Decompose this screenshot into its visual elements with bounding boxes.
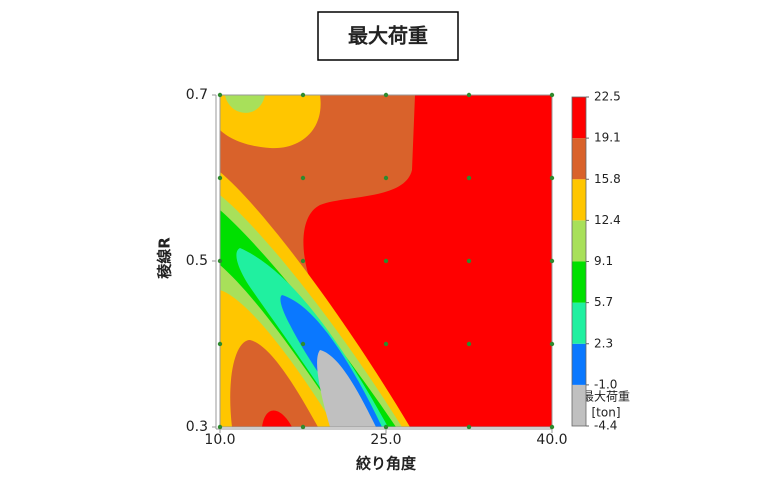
colorbar-band (572, 138, 586, 180)
design-point (300, 175, 306, 181)
design-point (217, 92, 223, 98)
contour-region (230, 340, 318, 427)
design-point (300, 258, 306, 264)
design-point (383, 92, 389, 98)
colorbar-band (572, 220, 586, 262)
design-point (466, 341, 472, 347)
contour-region (225, 95, 265, 113)
x-tick-label: 10.0 (204, 432, 235, 448)
design-point (466, 258, 472, 264)
colorbar-label: 5.7 (594, 295, 613, 309)
y-axis-label: 稜線R (156, 237, 174, 279)
colorbar-title: 最大荷重 (582, 390, 630, 404)
colorbar-band (572, 97, 586, 139)
design-point (466, 424, 472, 430)
x-tick-label: 25.0 (370, 432, 401, 448)
colorbar-label: 19.1 (594, 131, 621, 145)
design-point (217, 424, 223, 430)
design-point (383, 424, 389, 430)
design-point (549, 92, 555, 98)
colorbar-band (572, 179, 586, 221)
colorbar-unit: [ton] (591, 406, 620, 420)
colorbar-label: 2.3 (594, 336, 613, 350)
design-point (549, 341, 555, 347)
y-tick-label: 0.3 (186, 419, 208, 435)
colorbar-label: -4.4 (594, 419, 617, 433)
colorbar-label: 12.4 (594, 213, 621, 227)
x-axis-label: 絞り角度 (356, 455, 417, 473)
design-point (383, 175, 389, 181)
y-tick-label: 0.5 (186, 253, 208, 269)
contour-region (262, 410, 292, 427)
chart-title: 最大荷重 (348, 24, 428, 48)
colorbar-band (572, 343, 586, 385)
design-point (549, 175, 555, 181)
design-point (217, 341, 223, 347)
design-point (300, 341, 306, 347)
contour-region (317, 350, 376, 427)
colorbar-band (572, 261, 586, 303)
colorbar-band (572, 384, 586, 426)
colorbar-band (572, 302, 586, 344)
x-tick-label: 40.0 (536, 432, 567, 448)
colorbar-label: 9.1 (594, 254, 613, 268)
title-box (317, 11, 459, 61)
design-point (300, 424, 306, 430)
design-point (466, 175, 472, 181)
contour-region (303, 95, 552, 427)
design-point (549, 424, 555, 430)
design-point (383, 258, 389, 264)
y-tick-label: 0.7 (186, 87, 208, 103)
design-point (300, 92, 306, 98)
design-point (217, 258, 223, 264)
colorbar-label: -1.0 (594, 377, 617, 391)
design-point (383, 341, 389, 347)
design-point (549, 258, 555, 264)
design-point (466, 92, 472, 98)
colorbar-label: 22.5 (594, 90, 621, 104)
colorbar-label: 15.8 (594, 172, 621, 186)
design-point (217, 175, 223, 181)
